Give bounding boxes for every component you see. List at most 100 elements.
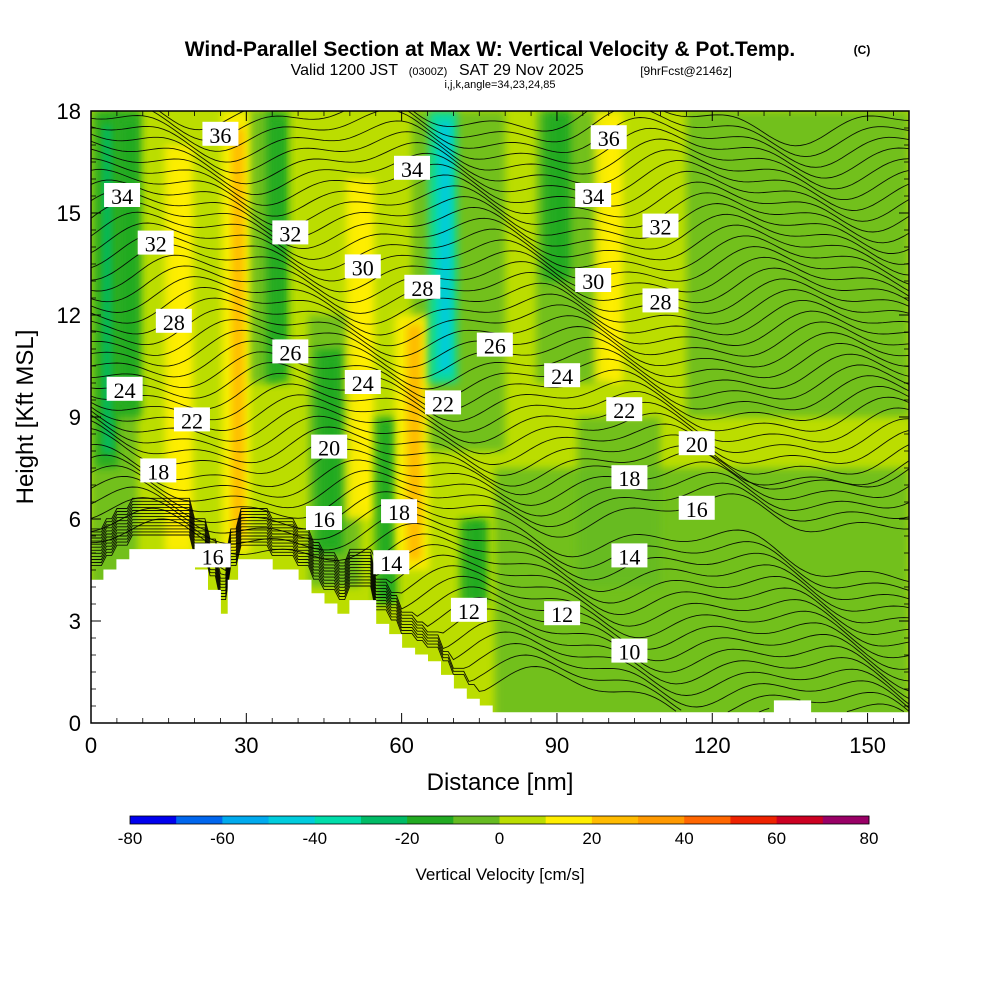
- colorbar-swatch: [730, 816, 778, 824]
- contour-label-text: 26: [279, 340, 301, 365]
- contour-label: 18: [140, 458, 177, 484]
- contour-label-text: 34: [111, 184, 133, 209]
- velocity-core: [123, 123, 136, 405]
- contour-label: 36: [202, 121, 239, 148]
- contour-label-box: [140, 458, 177, 483]
- theta-contour: [91, 465, 909, 517]
- theta-contour: [91, 158, 909, 222]
- plot-area: 36 36 34 34 34 32 32 32 30 30 28 28 28 26 26 24 24 24 22 22…: [91, 111, 909, 723]
- colorbar-swatch: [684, 816, 731, 824]
- colorbar-swatch: [222, 816, 270, 824]
- contour-label: 32: [272, 220, 309, 246]
- subtitle-indices: i,j,k,angle=34,23,24,85: [444, 79, 555, 91]
- subtitle-valid: Valid 1200 JST: [291, 62, 399, 79]
- y-tick-label: 6: [69, 507, 81, 532]
- contour-label-box: [575, 268, 612, 292]
- chart-title: Wind-Parallel Section at Max W: Vertical…: [185, 38, 796, 61]
- contour-label-box: [476, 332, 513, 357]
- contour-label-text: 24: [551, 364, 573, 389]
- contour-label: 36: [590, 125, 627, 151]
- theta-contour: [91, 111, 909, 168]
- contour-label-box: [305, 506, 342, 530]
- colorbar-swatch: [638, 816, 685, 824]
- theta-contour: [91, 120, 909, 179]
- contour-label: 16: [194, 543, 231, 569]
- theta-contour: [91, 516, 909, 682]
- x-tick-label: 120: [694, 733, 731, 758]
- contour-label: 24: [544, 363, 581, 389]
- velocity-core: [175, 161, 187, 537]
- velocity-column: [164, 145, 194, 553]
- velocity-core: [356, 192, 368, 506]
- colorbar-swatch: [360, 816, 408, 824]
- theta-contour: [91, 372, 909, 422]
- y-tick-label: 18: [57, 99, 81, 124]
- contour-label: 28: [642, 288, 679, 314]
- contour-label-box: [611, 543, 648, 568]
- contour-label: 22: [425, 390, 462, 416]
- theta-contour: [91, 201, 909, 265]
- theta-contour: [91, 497, 909, 583]
- colorbar-swatch: [499, 816, 547, 824]
- theta-contour: [91, 168, 909, 233]
- contour-label-text: 12: [551, 602, 573, 627]
- contour-label: 16: [678, 495, 715, 522]
- contour-label: 34: [104, 183, 141, 209]
- theta-contour: [91, 420, 909, 476]
- contour-label: 28: [155, 308, 192, 335]
- velocity-core: [553, 117, 565, 275]
- contour-label-box: [106, 376, 143, 401]
- contour-label: 34: [393, 155, 430, 182]
- colorbar-swatch: [822, 816, 870, 824]
- contour-label-box: [575, 183, 612, 207]
- theta-contour: [91, 297, 909, 347]
- contour-label: 18: [381, 499, 418, 525]
- contour-label-text: 22: [181, 408, 203, 433]
- contour-label-text: 36: [598, 126, 620, 151]
- theta-contour: [91, 265, 909, 314]
- contour-label-text: 20: [318, 436, 340, 461]
- contour-label: 32: [642, 213, 679, 240]
- theta-contour: [91, 351, 909, 401]
- colorbar-swatch: [130, 816, 177, 824]
- contour-label-text: 36: [209, 123, 231, 148]
- colorbar-tick-label: 20: [582, 829, 601, 848]
- contour-label-box: [173, 407, 210, 432]
- contour-label-text: 14: [380, 551, 402, 576]
- theta-contour: [91, 276, 909, 325]
- contour-label-text: 34: [582, 184, 604, 209]
- contour-label: 18: [611, 465, 648, 491]
- x-tick-label: 60: [389, 733, 413, 758]
- theta-contour: [91, 244, 909, 297]
- contour-label-box: [344, 370, 381, 394]
- contour-label: 14: [373, 550, 410, 576]
- theta-contour: [91, 394, 909, 444]
- theta-contour: [91, 519, 909, 692]
- theta-contour: [91, 428, 909, 487]
- theta-contour: [91, 534, 905, 713]
- contour-label: 10: [611, 638, 648, 665]
- contour-label-box: [194, 543, 231, 568]
- theta-contour: [91, 179, 909, 244]
- chart-title-mark: (C): [854, 43, 871, 57]
- colorbar-swatch: [268, 816, 316, 824]
- contour-label: 12: [450, 597, 487, 624]
- contour-label: 20: [678, 431, 715, 457]
- theta-contour: [91, 222, 909, 285]
- theta-contour: [91, 254, 909, 304]
- colorbar-swatch: [176, 816, 223, 824]
- contour-label-box: [311, 434, 348, 459]
- contour-label-box: [450, 597, 487, 622]
- colorbar-label: Vertical Velocity [cm/s]: [415, 865, 584, 884]
- contour-label-text: 18: [147, 459, 169, 484]
- y-axis-label: Height [Kft MSL]: [12, 330, 39, 505]
- contour-label: 28: [404, 274, 441, 301]
- velocity-core: [470, 522, 482, 601]
- y-tick-label: 0: [69, 711, 81, 736]
- contour-label-text: 20: [686, 432, 708, 457]
- velocity-column: [221, 111, 251, 553]
- theta-contour: [158, 111, 909, 147]
- contour-label: 26: [476, 332, 513, 359]
- contour-label-box: [606, 397, 643, 422]
- velocity-region: [686, 111, 909, 417]
